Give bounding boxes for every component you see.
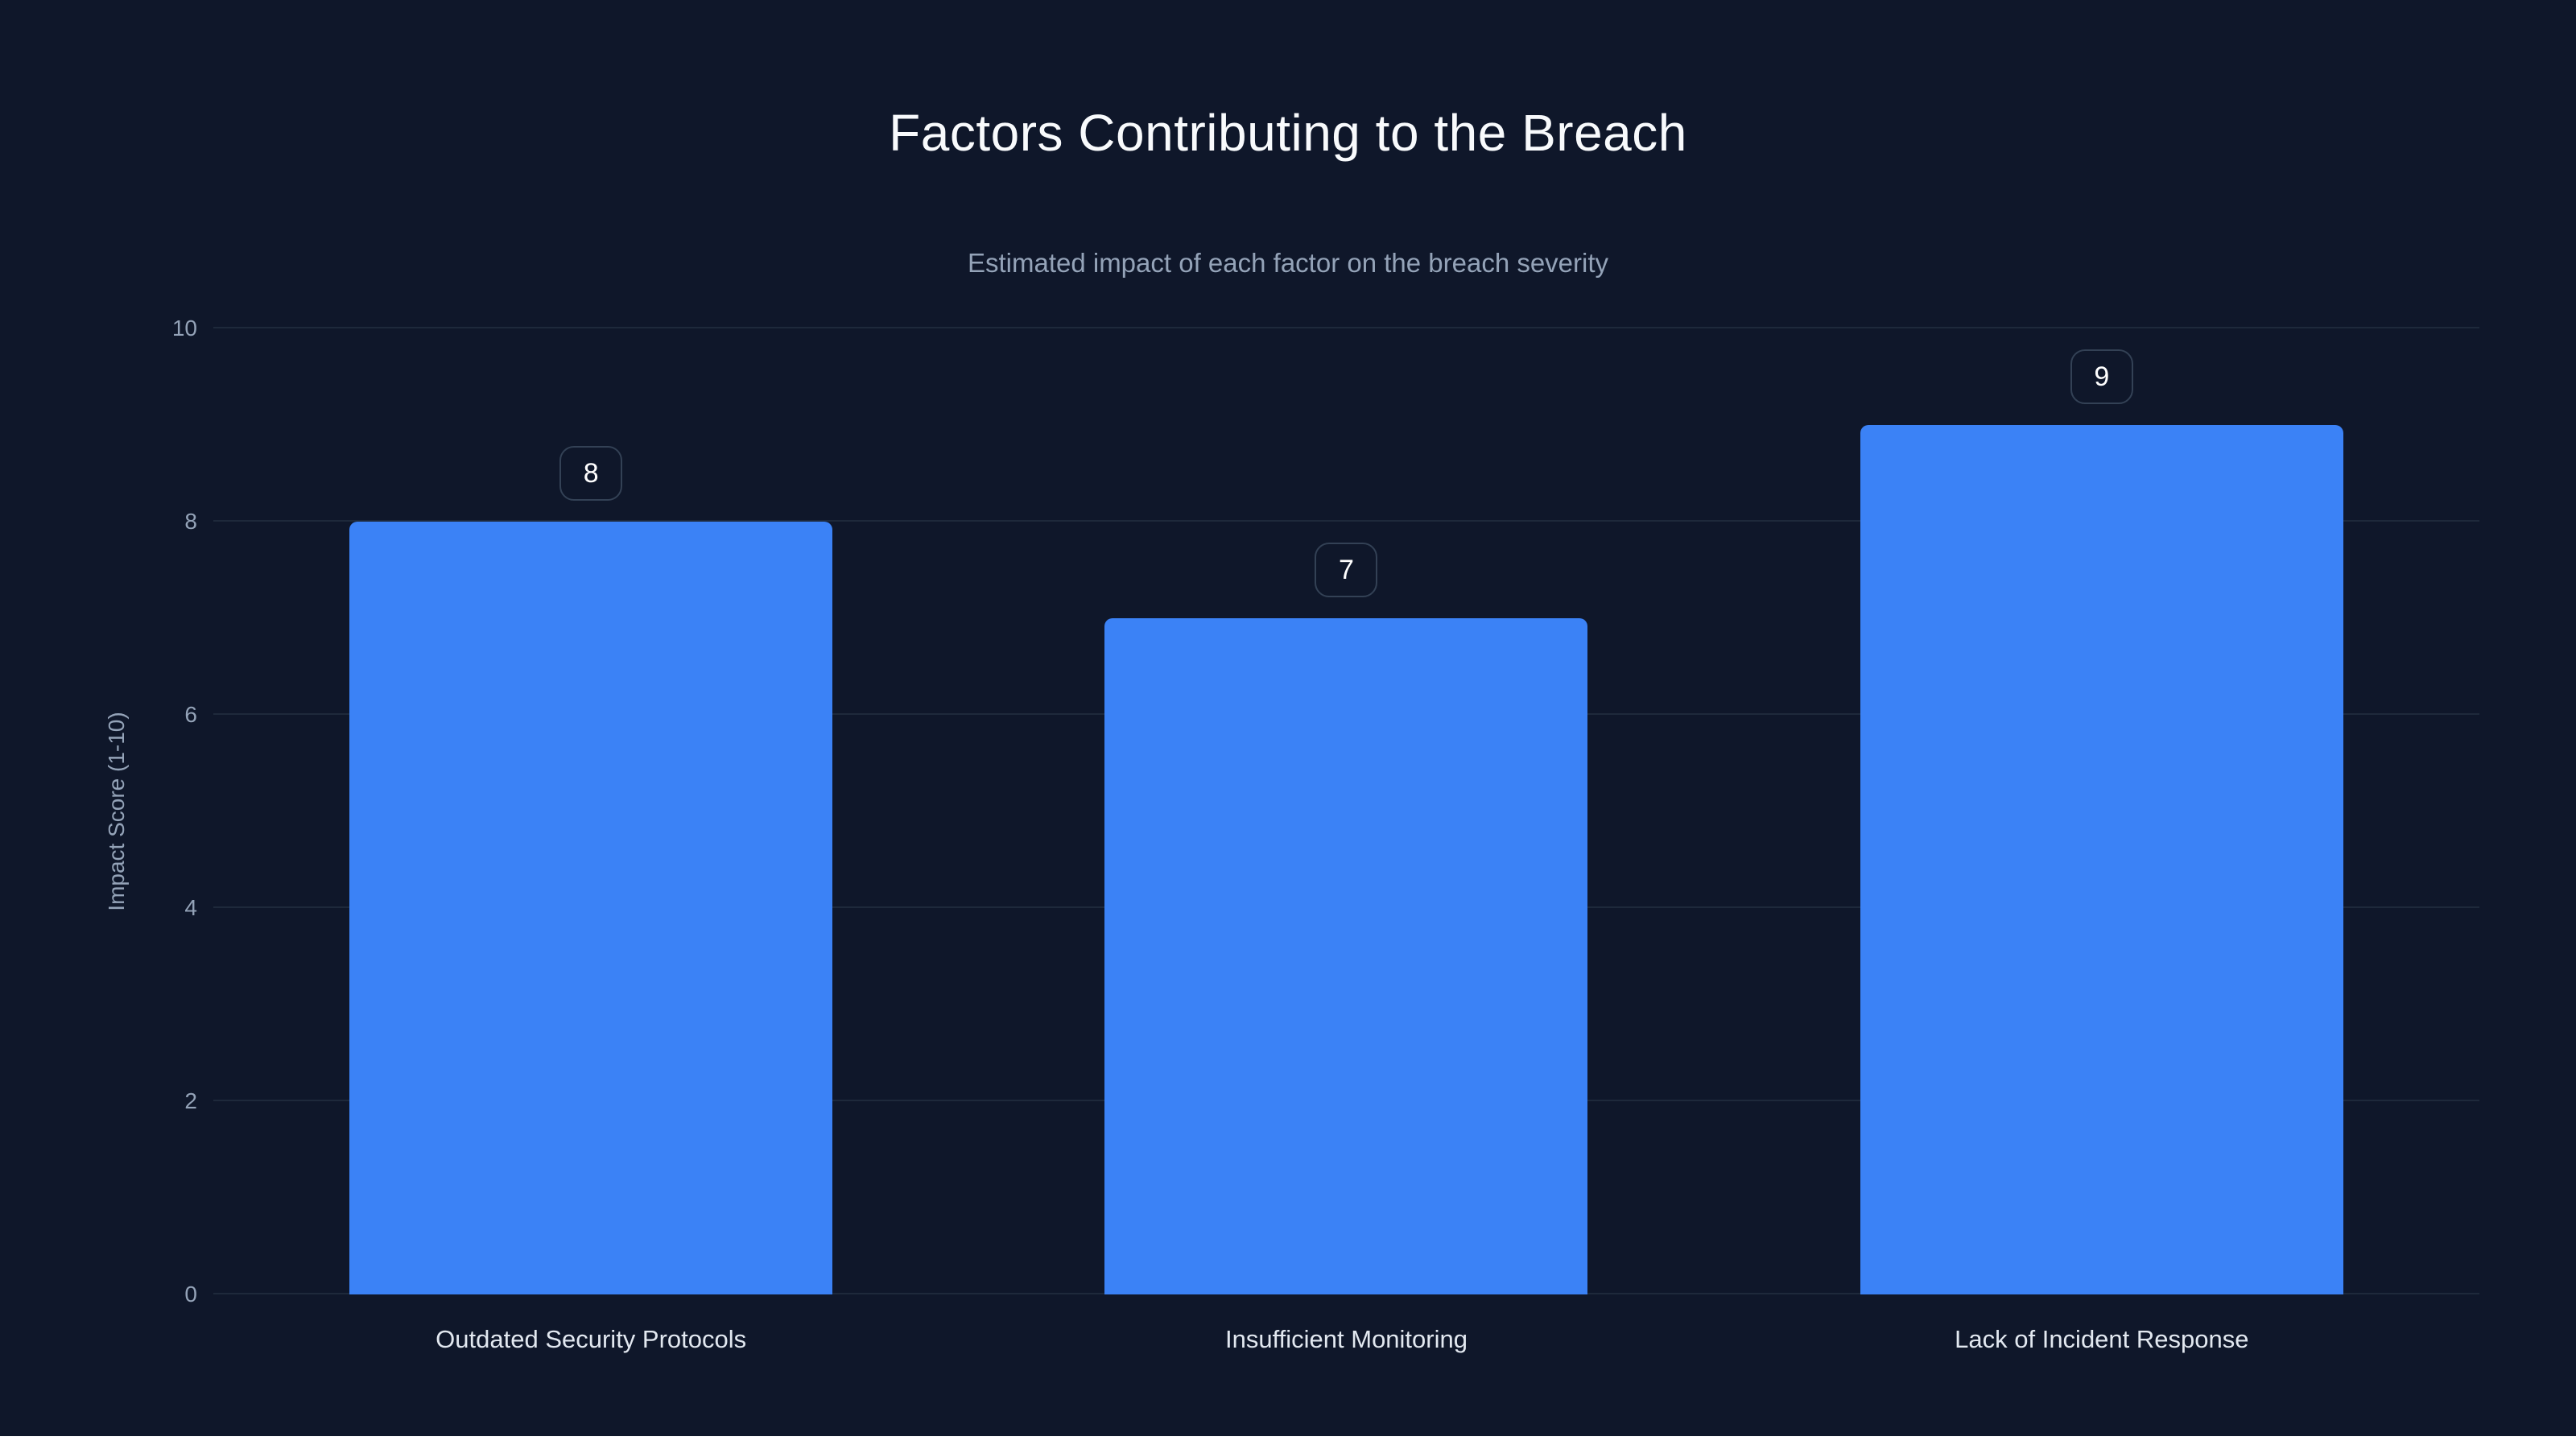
gridline <box>213 327 2479 328</box>
bar <box>1860 425 2343 1294</box>
y-tick-label: 2 <box>184 1088 197 1113</box>
bar-band: 9 Lack of Incident Response <box>1724 328 2479 1353</box>
category-label: Outdated Security Protocols <box>436 1325 747 1353</box>
y-tick-label: 10 <box>171 316 197 341</box>
y-tick-label: 6 <box>184 702 197 727</box>
y-tick-label: 0 <box>184 1282 197 1307</box>
value-badge: 9 <box>2070 349 2133 404</box>
y-tick-label: 4 <box>184 895 197 920</box>
bar <box>1104 618 1588 1294</box>
bar <box>349 522 833 1294</box>
category-label: Insufficient Monitoring <box>1225 1325 1468 1353</box>
bar-band: 7 Insufficient Monitoring <box>968 328 1724 1353</box>
bar-band: 8 Outdated Security Protocols <box>213 328 968 1353</box>
chart-subtitle: Estimated impact of each factor on the b… <box>967 248 1609 278</box>
plot-area: 8 Outdated Security Protocols 7 Insufficien… <box>213 327 2479 1353</box>
chart-title: Factors Contributing to the Breach <box>889 104 1687 162</box>
y-tick-label: 8 <box>184 509 197 534</box>
gridline <box>213 520 2479 522</box>
value-badge: 8 <box>559 446 623 501</box>
y-axis-ticks: 0 2 4 6 8 10 <box>97 316 197 1307</box>
category-label: Lack of Incident Response <box>1955 1325 2249 1353</box>
value-badge: 7 <box>1315 543 1378 597</box>
bottom-strip <box>0 1436 2576 1449</box>
bars-group: 8 Outdated Security Protocols 7 Insufficien… <box>213 328 2479 1353</box>
